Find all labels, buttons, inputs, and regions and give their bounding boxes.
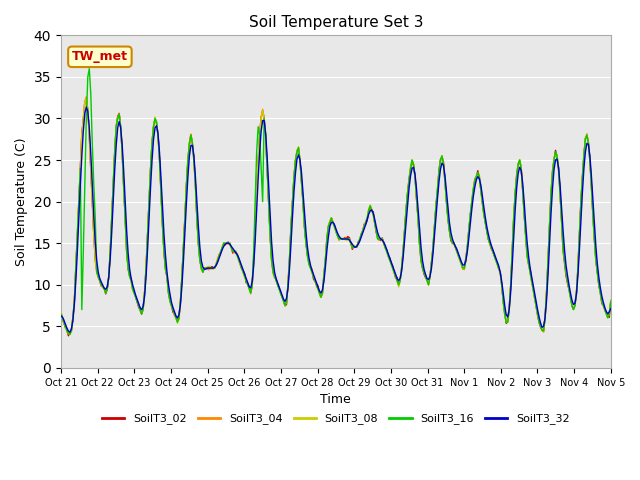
SoilT3_08 [86, 133, 93, 139]
SoilT3_16 [70, 299, 78, 304]
SoilT3_32 [531, 290, 538, 296]
Y-axis label: Soil Temperature (C): Soil Temperature (C) [15, 137, 28, 266]
SoilT3_02 [607, 298, 614, 303]
SoilT3_32 [66, 329, 74, 335]
SoilT3_04 [83, 94, 90, 99]
SoilT3_16 [84, 74, 92, 80]
Line: SoilT3_32: SoilT3_32 [61, 107, 611, 332]
Line: SoilT3_08: SoilT3_08 [61, 99, 611, 335]
SoilT3_04 [66, 331, 74, 337]
SoilT3_16 [531, 294, 538, 300]
SoilT3_02 [299, 198, 307, 204]
SoilT3_02 [341, 235, 349, 240]
Line: SoilT3_16: SoilT3_16 [61, 69, 611, 335]
SoilT3_08 [83, 96, 90, 102]
SoilT3_32 [341, 236, 349, 242]
SoilT3_16 [66, 332, 74, 337]
SoilT3_08 [70, 299, 78, 305]
SoilT3_02 [86, 132, 93, 137]
SoilT3_08 [66, 332, 74, 337]
SoilT3_04 [607, 299, 614, 304]
SoilT3_32 [299, 189, 307, 195]
SoilT3_02 [65, 333, 72, 339]
X-axis label: Time: Time [321, 393, 351, 406]
SoilT3_08 [244, 282, 252, 288]
Line: SoilT3_04: SoilT3_04 [61, 96, 611, 334]
SoilT3_32 [86, 125, 93, 131]
SoilT3_04 [531, 295, 538, 300]
SoilT3_32 [244, 280, 252, 286]
SoilT3_16 [86, 66, 93, 72]
SoilT3_16 [57, 311, 65, 317]
SoilT3_32 [607, 306, 614, 312]
SoilT3_02 [70, 299, 78, 304]
SoilT3_02 [83, 96, 90, 102]
SoilT3_04 [244, 281, 252, 287]
SoilT3_02 [244, 280, 252, 286]
SoilT3_32 [57, 313, 65, 319]
SoilT3_04 [57, 311, 65, 317]
Title: Soil Temperature Set 3: Soil Temperature Set 3 [248, 15, 423, 30]
SoilT3_16 [607, 299, 614, 304]
SoilT3_02 [57, 309, 65, 315]
Line: SoilT3_02: SoilT3_02 [61, 99, 611, 336]
SoilT3_08 [341, 237, 349, 242]
SoilT3_02 [531, 294, 538, 300]
SoilT3_08 [607, 297, 614, 303]
SoilT3_04 [341, 235, 349, 241]
SoilT3_04 [299, 199, 307, 205]
SoilT3_16 [341, 236, 349, 242]
Legend: SoilT3_02, SoilT3_04, SoilT3_08, SoilT3_16, SoilT3_32: SoilT3_02, SoilT3_04, SoilT3_08, SoilT3_… [97, 409, 574, 429]
SoilT3_32 [83, 104, 90, 110]
Text: TW_met: TW_met [72, 50, 128, 63]
SoilT3_32 [70, 301, 78, 307]
SoilT3_16 [244, 282, 252, 288]
SoilT3_08 [531, 296, 538, 301]
SoilT3_04 [70, 299, 78, 305]
SoilT3_04 [86, 132, 93, 138]
SoilT3_16 [299, 199, 307, 204]
SoilT3_08 [299, 199, 307, 204]
SoilT3_08 [57, 310, 65, 315]
